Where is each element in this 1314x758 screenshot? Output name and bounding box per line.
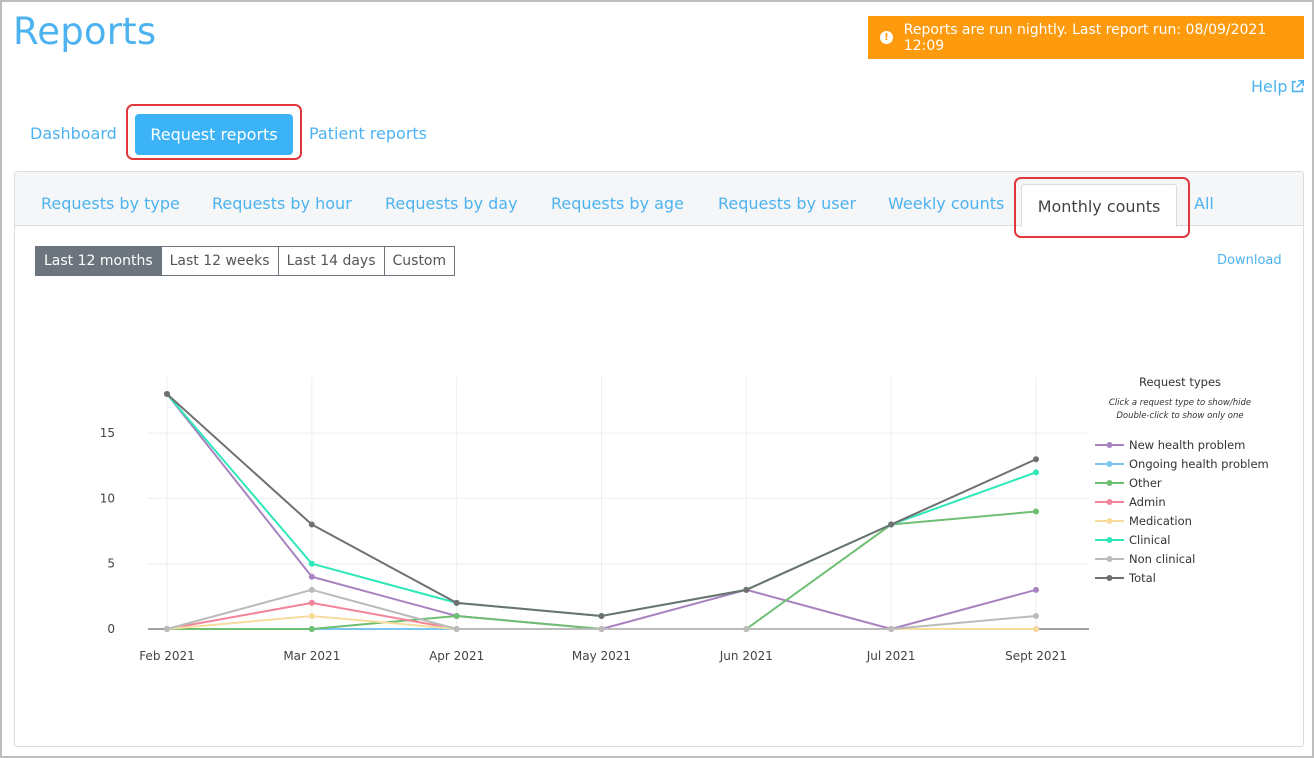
nav-patient-reports[interactable]: Patient reports [309, 124, 427, 143]
range-last-12-months-button[interactable]: Last 12 months [35, 246, 162, 276]
tab-requests-by-hour[interactable]: Requests by hour [212, 194, 352, 213]
range-last-12-weeks-button[interactable]: Last 12 weeks [160, 246, 279, 276]
legend-label: Non clinical [1129, 552, 1195, 566]
tab-requests-by-age[interactable]: Requests by age [551, 194, 684, 213]
request-reports-highlight [126, 104, 302, 160]
legend-item-admin[interactable]: Admin [1095, 495, 1166, 509]
legend-item-other[interactable]: Other [1095, 476, 1162, 490]
tab-weekly-counts[interactable]: Weekly counts [888, 194, 1005, 213]
legend-label: Medication [1129, 514, 1192, 528]
legend-swatch-marker [1106, 461, 1113, 467]
legend-item-non-clinical[interactable]: Non clinical [1095, 552, 1195, 566]
legend-label: Clinical [1129, 533, 1170, 547]
legend-swatch-marker [1106, 556, 1113, 562]
notice-text: Reports are run nightly. Last report run… [903, 21, 1267, 54]
legend-label: Other [1129, 476, 1162, 490]
tab-requests-by-day[interactable]: Requests by day [385, 194, 518, 213]
legend-swatch-marker [1106, 499, 1113, 505]
tab-all[interactable]: All [1194, 194, 1214, 213]
help-label: Help [1251, 77, 1288, 96]
report-panel [14, 171, 1304, 747]
help-link[interactable]: Help [1251, 77, 1305, 96]
range-last-14-days-button[interactable]: Last 14 days [277, 246, 385, 276]
date-range-selector: Last 12 months Last 12 weeks Last 14 day… [35, 246, 456, 276]
legend-item-new-health-problem[interactable]: New health problem [1095, 438, 1245, 452]
legend-label: New health problem [1129, 438, 1245, 452]
legend-item-clinical[interactable]: Clinical [1095, 533, 1170, 547]
nav-dashboard[interactable]: Dashboard [30, 124, 117, 143]
legend-label: Admin [1129, 495, 1166, 509]
legend-swatch-marker [1106, 442, 1113, 448]
download-link[interactable]: Download [1217, 253, 1282, 268]
legend-swatch-marker [1106, 480, 1113, 486]
tab-monthly-counts[interactable]: Monthly counts [1021, 184, 1177, 227]
exclamation-circle-icon: ! [880, 31, 893, 44]
legend-item-ongoing-health-problem[interactable]: Ongoing health problem [1095, 457, 1269, 471]
legend-item-medication[interactable]: Medication [1095, 514, 1192, 528]
nav-request-reports[interactable]: Request reports [135, 114, 293, 155]
page-title: Reports [13, 10, 157, 53]
legend-swatch-marker [1106, 537, 1113, 543]
range-custom-button[interactable]: Custom [383, 246, 456, 276]
legend-swatch-marker [1106, 575, 1113, 581]
legend-swatch-marker [1106, 518, 1113, 524]
report-run-notice: ! Reports are run nightly. Last report r… [868, 16, 1304, 59]
legend-item-total[interactable]: Total [1095, 571, 1156, 585]
legend-label: Total [1128, 571, 1156, 585]
external-link-icon [1292, 80, 1305, 93]
tab-requests-by-type[interactable]: Requests by type [41, 194, 180, 213]
legend-label: Ongoing health problem [1129, 457, 1269, 471]
tab-requests-by-user[interactable]: Requests by user [718, 194, 857, 213]
